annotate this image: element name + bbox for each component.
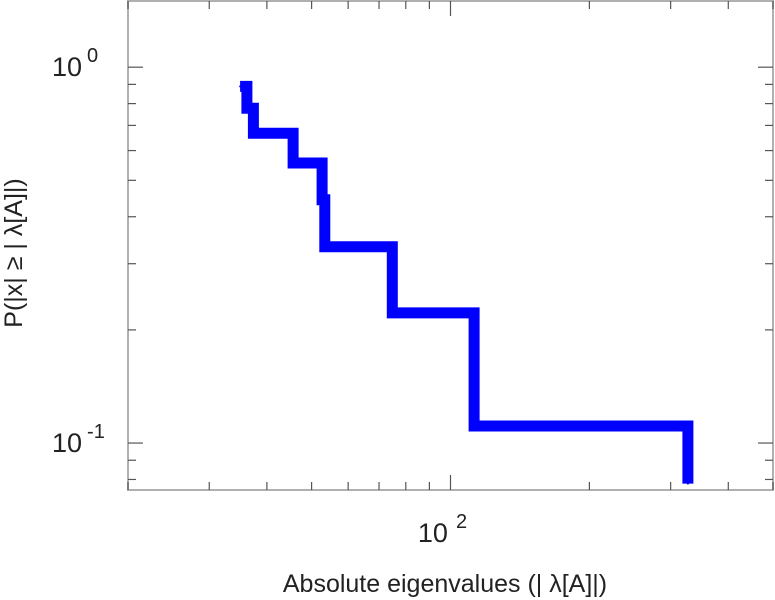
data-point [391, 311, 394, 314]
data-point [686, 482, 689, 485]
data-point [239, 85, 242, 88]
data-point [252, 132, 255, 135]
y-tick-label: 10 0 [52, 45, 98, 82]
plot-frame [127, 0, 774, 491]
data-point [292, 162, 295, 164]
data-point [245, 107, 248, 110]
x-axis-label: Absolute eigenvalues (| λ[A]|) [283, 570, 607, 598]
data-point [323, 245, 326, 248]
series-line [240, 80, 694, 484]
y-tick-label: 10 -1 [52, 421, 105, 458]
y-axis-label: P(|x| ≥ | λ[A]|) [0, 178, 28, 327]
data-point [321, 198, 324, 201]
tick-labels: 10 2 10 0 10 -1 [52, 45, 467, 548]
x-tick-label: 10 2 [418, 511, 467, 548]
series-layer [239, 80, 694, 485]
data-point [473, 425, 476, 427]
axis-ticks [127, 1, 774, 490]
